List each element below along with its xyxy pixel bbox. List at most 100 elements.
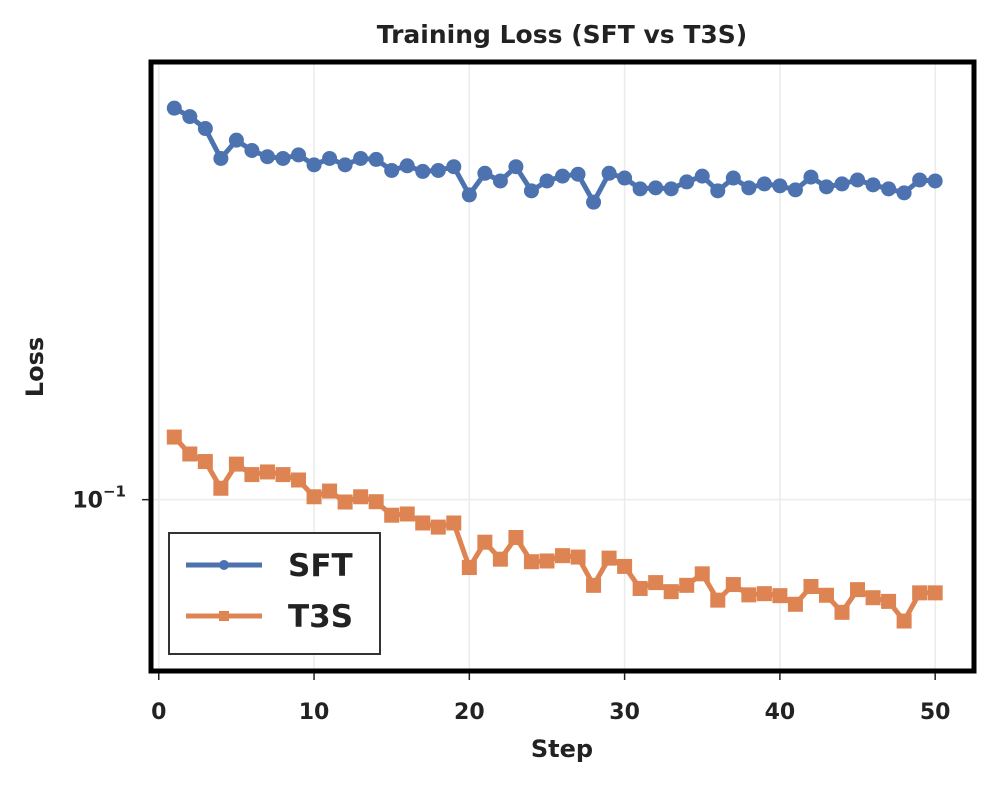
data-point-sft [259, 149, 275, 165]
data-point-t3s [927, 585, 943, 601]
data-point-t3s [632, 580, 648, 596]
data-point-t3s [244, 467, 260, 483]
data-point-sft [896, 185, 912, 201]
data-point-sft [399, 158, 415, 174]
data-point-t3s [896, 613, 912, 629]
data-point-t3s [617, 558, 633, 574]
data-point-sft [508, 159, 524, 175]
data-point-sft [306, 157, 322, 173]
x-tick-label: 50 [920, 700, 951, 725]
data-point-t3s [865, 590, 881, 606]
data-point-t3s [213, 480, 229, 496]
data-point-sft [865, 177, 881, 193]
data-point-sft [368, 151, 384, 167]
legend-marker-sft [219, 560, 229, 570]
legend-frame [168, 532, 381, 655]
data-point-sft [166, 100, 182, 116]
data-point-sft [694, 168, 710, 184]
y-axis-label: Loss [21, 337, 49, 397]
legend-label-sft: SFT [288, 548, 353, 584]
data-point-t3s [741, 587, 757, 603]
data-point-sft [430, 162, 446, 178]
data-point-t3s [368, 494, 384, 510]
data-point-t3s [446, 515, 462, 531]
x-tick-label: 10 [299, 700, 330, 725]
data-point-sft [228, 132, 244, 148]
data-point-t3s [881, 593, 897, 609]
data-point-t3s [322, 483, 338, 499]
data-point-sft [772, 178, 788, 194]
data-point-t3s [772, 588, 788, 604]
data-point-t3s [834, 604, 850, 620]
data-point-t3s [694, 566, 710, 582]
data-point-sft [586, 194, 602, 210]
data-point-sft [741, 180, 757, 196]
data-point-t3s [586, 577, 602, 593]
data-point-sft [275, 150, 291, 166]
data-point-sft [213, 150, 229, 166]
data-point-t3s [415, 515, 431, 531]
data-point-t3s [166, 429, 182, 445]
data-point-t3s [787, 596, 803, 612]
x-axis-label: Step [531, 735, 593, 763]
data-point-t3s [648, 575, 664, 591]
data-point-sft [539, 173, 555, 189]
legend-label-t3s: T3S [288, 599, 353, 635]
data-point-t3s [756, 586, 772, 602]
data-point-t3s [197, 454, 213, 470]
data-point-sft [291, 147, 307, 163]
data-point-t3s [912, 585, 928, 601]
data-point-sft [322, 150, 338, 166]
data-point-sft [818, 179, 834, 195]
series-layer [166, 100, 943, 629]
data-point-sft [570, 166, 586, 182]
data-point-sft [446, 159, 462, 175]
data-point-sft [632, 181, 648, 197]
data-point-t3s [182, 446, 198, 462]
data-point-t3s [337, 494, 353, 510]
x-ticks: 0 10 20 30 40 50 [151, 673, 950, 725]
data-point-sft [477, 165, 493, 181]
x-tick-label: 30 [609, 700, 640, 725]
data-point-t3s [601, 550, 617, 566]
data-point-t3s [291, 472, 307, 488]
data-point-sft [492, 173, 508, 189]
data-point-t3s [399, 506, 415, 522]
data-point-sft [182, 109, 198, 125]
data-point-sft [710, 183, 726, 199]
data-point-t3s [508, 530, 524, 546]
data-point-sft [384, 162, 400, 178]
data-point-sft [555, 168, 570, 184]
data-point-sft [197, 121, 213, 137]
data-point-sft [679, 174, 695, 190]
plot-frame [148, 59, 977, 674]
data-point-t3s [259, 464, 275, 480]
data-point-sft [756, 176, 772, 192]
data-point-t3s [539, 553, 555, 569]
data-point-t3s [523, 554, 539, 570]
data-point-t3s [818, 587, 834, 603]
legend: SFT T3S [168, 532, 381, 655]
data-point-t3s [555, 548, 570, 564]
data-point-t3s [430, 519, 446, 535]
data-point-t3s [803, 579, 819, 595]
data-point-t3s [710, 592, 726, 608]
data-point-t3s [850, 582, 866, 598]
data-point-sft [803, 169, 819, 185]
data-point-sft [834, 176, 850, 192]
data-point-t3s [725, 577, 741, 593]
data-point-t3s [461, 560, 477, 576]
data-point-sft [663, 181, 679, 197]
data-point-t3s [663, 584, 679, 600]
x-tick-label: 20 [454, 700, 485, 725]
data-point-sft [787, 182, 803, 198]
data-point-t3s [228, 456, 244, 472]
legend-marker-t3s [219, 611, 229, 621]
data-point-t3s [679, 577, 695, 593]
data-point-sft [523, 183, 539, 199]
data-point-sft [244, 142, 260, 158]
data-point-sft [617, 170, 633, 186]
data-point-sft [648, 180, 664, 196]
x-tick-label: 40 [765, 700, 796, 725]
